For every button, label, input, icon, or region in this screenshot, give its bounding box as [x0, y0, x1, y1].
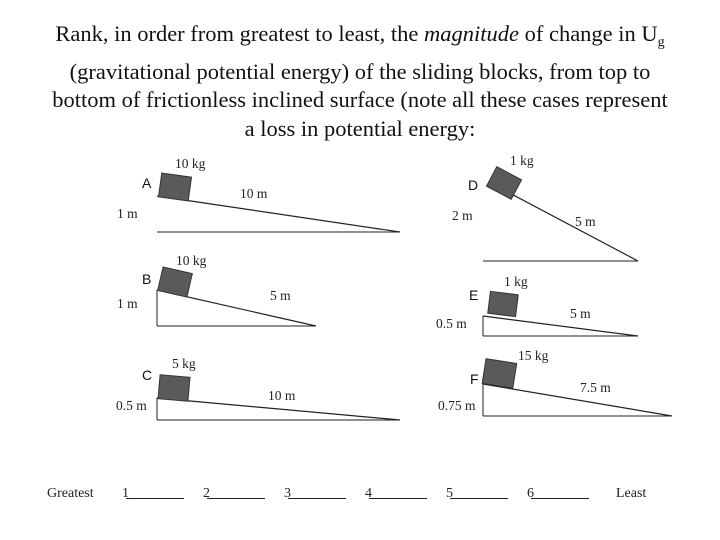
incline-d-letter: D	[468, 177, 478, 193]
rank-blank-2[interactable]	[207, 486, 265, 499]
magnitude-emphasis: magnitude	[423, 21, 519, 46]
block-f	[481, 358, 518, 389]
incline-f: F 15 kg 0.75 m 7.5 m	[438, 348, 673, 417]
block-e	[487, 290, 519, 318]
gravity-subscript: g	[657, 35, 665, 50]
incline-f-height: 0.75 m	[438, 398, 476, 413]
incline-e-slope	[482, 315, 639, 337]
question-line-3: bottom of frictionless inclined surface …	[52, 87, 668, 112]
incline-c-slope	[156, 397, 401, 421]
least-label: Least	[616, 486, 647, 501]
question-line-2: (gravitational potential energy) of the …	[69, 58, 651, 84]
incline-a-slope	[156, 195, 401, 233]
incline-d-height: 2 m	[452, 208, 473, 223]
incline-e: E 1 kg 0.5 m 5 m	[436, 274, 639, 337]
incline-c: C 5 kg 0.5 m 10 m	[116, 356, 401, 421]
incline-e-mass: 1 kg	[504, 274, 528, 289]
incline-a: A 10 kg 1 m 10 m	[117, 156, 401, 233]
question-line-4: a loss in potential energy:	[244, 115, 476, 141]
block-b	[157, 266, 193, 298]
incline-d-slope	[499, 187, 639, 262]
incline-f-letter: F	[470, 371, 479, 387]
incline-e-letter: E	[469, 287, 478, 303]
incline-a-length: 10 m	[240, 186, 268, 201]
incline-f-mass: 15 kg	[518, 348, 549, 363]
rank-blank-3[interactable]	[288, 486, 346, 499]
incline-c-letter: C	[142, 367, 152, 383]
incline-a-height: 1 m	[117, 206, 138, 221]
greatest-label: Greatest	[47, 486, 94, 501]
incline-c-height: 0.5 m	[116, 398, 147, 413]
incline-b: B 10 kg 1 m 5 m	[117, 253, 317, 327]
incline-f-length: 7.5 m	[580, 380, 611, 395]
incline-f-slope	[482, 383, 673, 417]
block-d	[485, 166, 523, 200]
incline-a-letter: A	[142, 175, 152, 191]
rank-blank-5[interactable]	[450, 486, 508, 499]
incline-b-mass: 10 kg	[176, 253, 207, 268]
rank-blank-1[interactable]	[126, 486, 184, 499]
incline-b-length: 5 m	[270, 288, 291, 303]
incline-e-height: 0.5 m	[436, 316, 467, 331]
incline-b-letter: B	[142, 271, 151, 287]
question-text: Rank, in order from greatest to least, t…	[20, 20, 700, 143]
incline-d-mass: 1 kg	[510, 153, 534, 168]
incline-d: D 1 kg 2 m 5 m	[452, 153, 639, 262]
incline-c-length: 10 m	[268, 388, 296, 403]
question-line-1: Rank, in order from greatest to least, t…	[55, 21, 665, 50]
ranking-row: Greatest 1 2 3 4 5 6 Least	[47, 486, 647, 501]
block-c	[157, 374, 191, 402]
incline-b-height: 1 m	[117, 296, 138, 311]
rank-blank-6[interactable]	[531, 486, 589, 499]
incline-a-mass: 10 kg	[175, 156, 206, 171]
rank-blank-4[interactable]	[369, 486, 427, 499]
block-a	[157, 172, 193, 202]
incline-d-length: 5 m	[575, 214, 596, 229]
incline-c-mass: 5 kg	[172, 356, 196, 371]
incline-e-length: 5 m	[570, 306, 591, 321]
